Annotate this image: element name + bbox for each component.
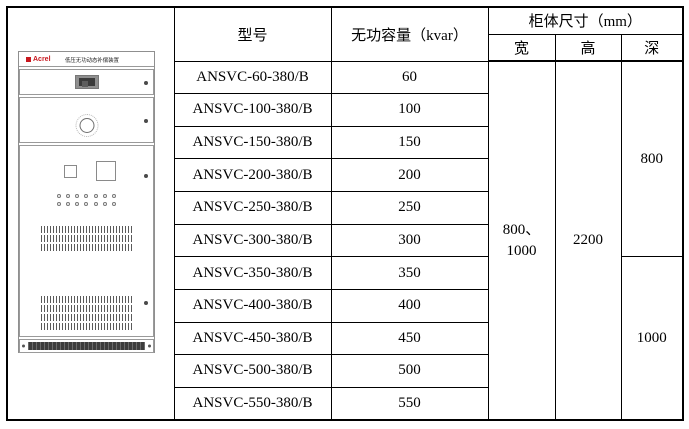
screw-icon bbox=[144, 119, 148, 123]
table-row: ANSVC-550-380/B 550 bbox=[7, 386, 683, 421]
capacity-cell: 550 bbox=[330, 386, 489, 421]
screw-icon bbox=[144, 174, 148, 178]
cabinet-panel-display bbox=[19, 69, 154, 95]
table-row: ANSVC-60-380/B 60 800、 1000 2200 800 bbox=[7, 60, 684, 421]
depth-value-top-cell: 800 bbox=[620, 60, 684, 258]
table-row: ANSVC-500-380/B 500 bbox=[7, 354, 683, 388]
screw-icon bbox=[148, 344, 151, 348]
capacity-cell: 450 bbox=[330, 321, 489, 356]
model-cell: ANSVC-200-380/B bbox=[173, 158, 332, 193]
model-cell: ANSVC-60-380/B bbox=[173, 60, 332, 95]
model-cell: ANSVC-100-380/B bbox=[173, 93, 332, 127]
cabinet-photo: Acrel 低压无功动态补偿装置 bbox=[18, 51, 155, 353]
logo-mark-icon bbox=[26, 56, 31, 62]
height-value-cell: 2200 bbox=[554, 60, 622, 421]
screw-icon bbox=[144, 81, 148, 85]
model-cell: ANSVC-150-380/B bbox=[173, 125, 332, 160]
table-row: ANSVC-200-380/B 200 bbox=[7, 158, 683, 193]
base-vent-strip bbox=[28, 342, 145, 350]
small-window-icon bbox=[64, 165, 77, 178]
model-cell: ANSVC-350-380/B bbox=[173, 256, 332, 290]
width-value-cell: 800、 1000 bbox=[487, 60, 556, 421]
vent-grille-bottom bbox=[40, 296, 133, 330]
model-cell: ANSVC-550-380/B bbox=[173, 386, 332, 421]
capacity-cell: 200 bbox=[330, 158, 489, 193]
col-header-cabinet-size: 柜体尺寸（mm） bbox=[487, 6, 684, 35]
col-header-capacity: 无功容量（kvar） bbox=[330, 6, 489, 62]
table-row: ANSVC-100-380/B 100 bbox=[7, 93, 683, 127]
capacity-cell: 300 bbox=[330, 223, 489, 258]
cabinet-panel-main bbox=[19, 145, 154, 337]
table-row: ANSVC-350-380/B 350 1000 bbox=[7, 256, 684, 421]
capacity-cell: 150 bbox=[330, 125, 489, 160]
model-cell: ANSVC-400-380/B bbox=[173, 288, 332, 323]
screw-icon bbox=[144, 301, 148, 305]
cabinet-panel-knob bbox=[19, 97, 154, 143]
cabinet-base bbox=[19, 339, 154, 353]
acrel-logo: Acrel bbox=[26, 56, 51, 63]
col-header-width: 宽 bbox=[487, 33, 556, 63]
depth-value-bottom-cell: 1000 bbox=[620, 256, 684, 421]
capacity-cell: 500 bbox=[330, 354, 489, 388]
capacity-cell: 350 bbox=[330, 256, 489, 290]
cabinet-header-bar: Acrel 低压无功动态补偿装置 bbox=[19, 52, 154, 67]
model-cell: ANSVC-450-380/B bbox=[173, 321, 332, 356]
vent-grille-top bbox=[40, 226, 133, 251]
indicator-lights bbox=[56, 194, 117, 210]
spec-table: Acrel 低压无功动态补偿装置 bbox=[6, 6, 684, 421]
col-header-model: 型号 bbox=[173, 6, 332, 62]
model-cell: ANSVC-300-380/B bbox=[173, 223, 332, 258]
width-value-line1: 800、 bbox=[502, 222, 541, 239]
table-row: ANSVC-400-380/B 400 bbox=[7, 288, 683, 323]
capacity-cell: 60 bbox=[330, 60, 489, 95]
model-cell: ANSVC-500-380/B bbox=[173, 354, 332, 388]
capacity-cell: 250 bbox=[330, 191, 489, 225]
capacity-cell: 100 bbox=[330, 93, 489, 127]
width-value-line2: 1000 bbox=[506, 242, 537, 259]
cabinet-title-text: 低压无功动态补偿装置 bbox=[64, 57, 119, 64]
model-cell: ANSVC-250-380/B bbox=[173, 191, 332, 225]
screw-icon bbox=[22, 344, 25, 348]
capacity-cell: 400 bbox=[330, 288, 489, 323]
col-header-height: 高 bbox=[554, 33, 622, 63]
table-row: ANSVC-300-380/B 300 bbox=[7, 223, 683, 258]
col-header-depth: 深 bbox=[620, 33, 684, 63]
product-photo-cell: Acrel 低压无功动态补偿装置 bbox=[6, 6, 175, 421]
knob-icon bbox=[75, 114, 98, 137]
large-window-icon bbox=[96, 161, 116, 181]
display-screen bbox=[74, 75, 99, 89]
